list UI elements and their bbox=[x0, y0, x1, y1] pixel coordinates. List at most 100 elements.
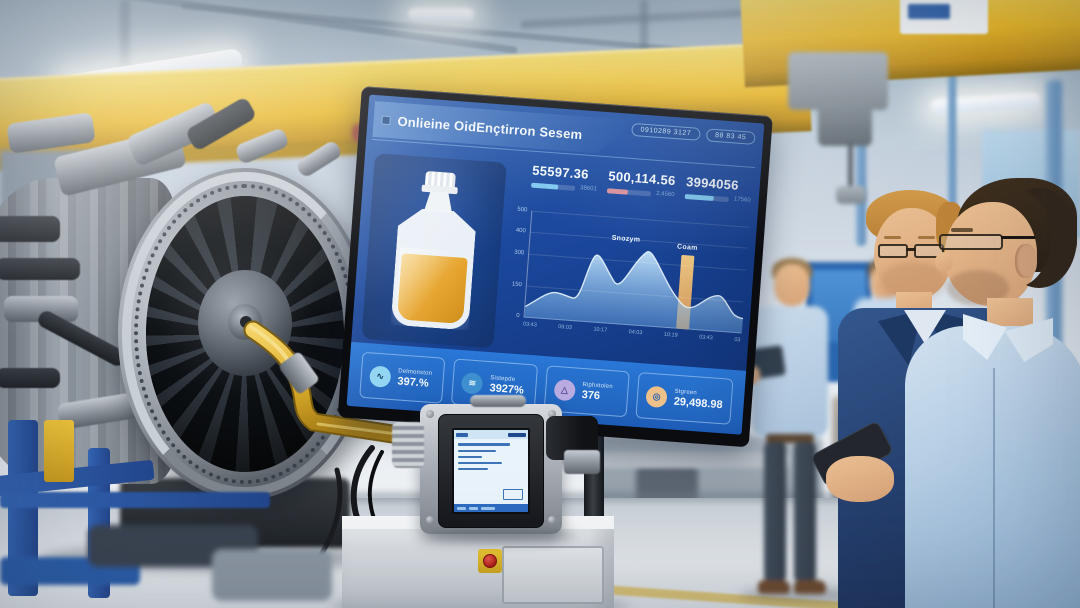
kpi-sublabel: 2,4560 bbox=[655, 190, 675, 199]
x-tick: 10:19 bbox=[663, 331, 678, 339]
crane-hoist bbox=[788, 30, 948, 204]
x-tick: 04:03 bbox=[628, 329, 643, 337]
chart-plot-area: Snozym Coam bbox=[523, 210, 749, 334]
shirt-placket bbox=[993, 368, 995, 608]
y-tick: 0 bbox=[516, 312, 520, 320]
bottle-shine bbox=[395, 247, 470, 322]
foreground-machinery bbox=[0, 505, 360, 608]
oil-bottle-icon bbox=[390, 169, 479, 332]
dashboard-monitor: Onlieine OidEnçtirron Sesem 0910289 3127… bbox=[337, 86, 773, 448]
kpi-progress-bar bbox=[531, 182, 576, 191]
engine-tube bbox=[0, 216, 60, 242]
oil-sample-panel bbox=[361, 153, 507, 349]
bottle-body bbox=[391, 207, 477, 330]
bolt bbox=[548, 516, 556, 524]
wave-icon: ∿ bbox=[369, 364, 392, 388]
hand bbox=[826, 456, 894, 502]
engine-tube bbox=[0, 258, 80, 280]
kpi-value: 3994056 bbox=[685, 174, 740, 193]
kpi-progress-bar bbox=[607, 187, 652, 196]
area-chart bbox=[524, 251, 744, 334]
status-badge: 88 83 45 bbox=[705, 128, 756, 145]
ceiling-light bbox=[408, 8, 474, 20]
oil-analyzer-device bbox=[392, 395, 600, 542]
kpi-card: 3994056 17560 bbox=[684, 174, 752, 204]
x-tick: 03:43 bbox=[522, 321, 537, 329]
bolt bbox=[548, 410, 556, 418]
eyebrow bbox=[884, 236, 901, 239]
kpi-card: 55597.36 38601 bbox=[531, 162, 598, 193]
engineer-blue-shirt-foreground bbox=[905, 178, 1080, 608]
y-tick: 300 bbox=[513, 249, 525, 257]
stat-value: 29,498.98 bbox=[673, 395, 724, 411]
ear bbox=[1015, 244, 1037, 278]
crane-sign bbox=[900, 0, 988, 34]
device-side-block bbox=[564, 450, 600, 474]
stat-card: ◎ Stgreen 29,498.98 bbox=[635, 372, 734, 425]
y-tick: 400 bbox=[515, 227, 527, 235]
grey-equipment bbox=[212, 549, 332, 601]
x-tick: 03:43 bbox=[698, 334, 714, 342]
glasses-lens bbox=[878, 244, 908, 258]
device-shadow bbox=[428, 530, 578, 542]
chart-annotation: Coam bbox=[676, 243, 698, 253]
eyebrow bbox=[951, 228, 973, 232]
bolt bbox=[426, 516, 434, 524]
target-icon: ◎ bbox=[645, 385, 668, 408]
bolt bbox=[426, 410, 434, 418]
emergency-stop-plate bbox=[478, 549, 502, 573]
engine-tube bbox=[0, 368, 60, 388]
shoe bbox=[794, 580, 826, 594]
stand-rail bbox=[0, 492, 270, 508]
face bbox=[774, 264, 810, 306]
lcd-line bbox=[458, 468, 488, 470]
lcd-dialog-box bbox=[503, 489, 523, 500]
dashboard-screen: Onlieine OidEnçtirron Sesem 0910289 3127… bbox=[346, 94, 765, 435]
pedestal-door bbox=[502, 546, 604, 604]
device-lcd bbox=[452, 428, 530, 514]
lcd-header bbox=[454, 430, 528, 439]
area-series bbox=[524, 251, 743, 334]
area-series-line bbox=[524, 251, 744, 320]
lcd-footer-bar bbox=[454, 504, 528, 512]
leg bbox=[794, 442, 816, 582]
kpi-sublabel: 17560 bbox=[733, 196, 751, 204]
emergency-stop-button bbox=[483, 554, 497, 568]
wall-pipe bbox=[948, 28, 956, 243]
device-pipe-fitting bbox=[392, 422, 424, 468]
glasses-lens bbox=[939, 234, 1003, 250]
lcd-line bbox=[458, 443, 510, 446]
kpi-progress-bar bbox=[684, 193, 730, 202]
x-tick: 03 bbox=[734, 336, 741, 344]
nose bbox=[935, 252, 953, 272]
dashboard-title: Onlieine OidEnçtirron Sesem bbox=[397, 113, 583, 142]
header-badges: 0910289 3127 88 83 45 bbox=[631, 122, 756, 145]
kpi-value: 55597.36 bbox=[531, 162, 590, 182]
device-top-fitting bbox=[470, 395, 526, 407]
engine-stand-plate bbox=[44, 420, 74, 482]
lcd-line bbox=[458, 456, 482, 458]
lcd-line bbox=[458, 450, 496, 452]
eyebrow bbox=[918, 236, 935, 239]
stat-value: 397.% bbox=[397, 374, 430, 390]
kpi-card: 500,114.56 2,4560 bbox=[607, 168, 676, 198]
x-tick: 10:17 bbox=[593, 326, 608, 334]
bg-rail bbox=[560, 452, 790, 468]
trend-chart: 500 400 300 150 0 bbox=[501, 207, 754, 363]
blue-shirt bbox=[905, 326, 1080, 608]
leg bbox=[764, 442, 786, 582]
glasses-temple bbox=[1001, 236, 1035, 239]
ripple-icon: ≋ bbox=[461, 371, 484, 395]
x-tick: 09:03 bbox=[557, 324, 573, 332]
kpi-sublabel: 38601 bbox=[579, 185, 597, 193]
status-badge: 0910289 3127 bbox=[631, 122, 701, 141]
y-tick: 150 bbox=[511, 281, 523, 289]
kpi-row: 55597.36 38601 500,114.56 2,4560 3994056… bbox=[531, 163, 752, 204]
belt bbox=[766, 434, 814, 443]
stat-value: 3927% bbox=[489, 381, 525, 397]
header-icon bbox=[381, 115, 391, 125]
glasses-bridge bbox=[906, 248, 916, 251]
kpi-value: 500,114.56 bbox=[607, 168, 677, 189]
shoe bbox=[758, 580, 790, 594]
